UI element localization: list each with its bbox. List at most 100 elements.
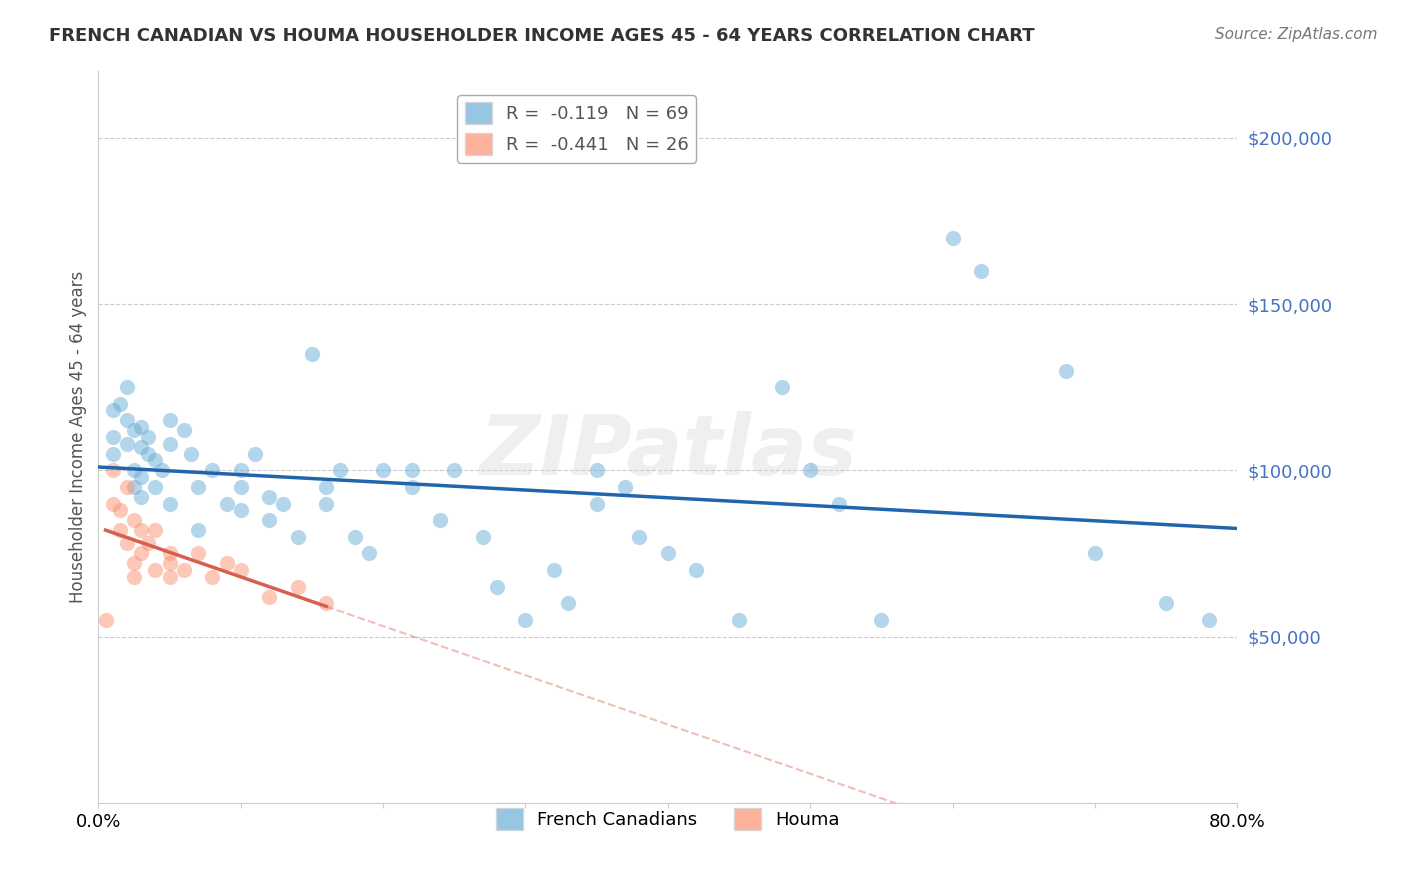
Point <box>515 613 537 627</box>
Point <box>187 546 209 560</box>
Point <box>129 546 152 560</box>
Point <box>129 440 152 454</box>
Point <box>259 513 281 527</box>
Point <box>159 557 181 571</box>
Point <box>122 463 145 477</box>
Point <box>259 490 281 504</box>
Point <box>129 420 152 434</box>
Point <box>108 523 131 537</box>
Text: ZIPatlas: ZIPatlas <box>479 411 856 492</box>
Point <box>215 557 238 571</box>
Point <box>343 530 366 544</box>
Point <box>187 480 209 494</box>
Point <box>329 463 352 477</box>
Point <box>108 397 131 411</box>
Point <box>401 480 423 494</box>
Point <box>115 536 138 550</box>
Point <box>287 530 309 544</box>
Point <box>129 470 152 484</box>
Point <box>770 380 793 394</box>
Point <box>101 463 124 477</box>
Point <box>115 380 138 394</box>
Point <box>101 403 124 417</box>
Point <box>229 463 252 477</box>
Legend: French Canadians, Houma: French Canadians, Houma <box>489 801 846 838</box>
Point <box>159 413 181 427</box>
Point <box>728 613 751 627</box>
Point <box>429 513 451 527</box>
Point <box>159 546 181 560</box>
Point <box>159 436 181 450</box>
Point <box>657 546 679 560</box>
Point <box>101 497 124 511</box>
Point <box>173 563 195 577</box>
Point <box>486 580 509 594</box>
Point <box>685 563 707 577</box>
Point <box>243 447 266 461</box>
Point <box>115 436 138 450</box>
Point <box>108 503 131 517</box>
Point <box>1056 363 1078 377</box>
Point <box>152 463 174 477</box>
Point <box>799 463 821 477</box>
Text: Source: ZipAtlas.com: Source: ZipAtlas.com <box>1215 27 1378 42</box>
Point <box>870 613 893 627</box>
Point <box>159 497 181 511</box>
Point <box>1084 546 1107 560</box>
Point <box>970 264 993 278</box>
Point <box>543 563 565 577</box>
Point <box>145 523 167 537</box>
Point <box>115 413 138 427</box>
Point <box>173 424 195 438</box>
Point <box>828 497 851 511</box>
Point <box>115 480 138 494</box>
Point <box>215 497 238 511</box>
Point <box>443 463 465 477</box>
Point <box>145 480 167 494</box>
Point <box>401 463 423 477</box>
Point <box>145 563 167 577</box>
Point <box>180 447 202 461</box>
Point <box>315 596 337 610</box>
Point <box>122 480 145 494</box>
Point <box>101 447 124 461</box>
Point <box>471 530 494 544</box>
Point <box>614 480 637 494</box>
Point <box>201 570 224 584</box>
Point <box>122 424 145 438</box>
Point <box>136 430 159 444</box>
Point <box>373 463 395 477</box>
Point <box>357 546 380 560</box>
Point <box>129 523 152 537</box>
Point <box>201 463 224 477</box>
Point <box>229 503 252 517</box>
Point <box>122 557 145 571</box>
Y-axis label: Householder Income Ages 45 - 64 years: Householder Income Ages 45 - 64 years <box>69 271 87 603</box>
Point <box>301 347 323 361</box>
Point <box>287 580 309 594</box>
Point <box>585 497 607 511</box>
Point <box>94 613 117 627</box>
Point <box>187 523 209 537</box>
Point <box>1198 613 1220 627</box>
Point <box>942 230 965 244</box>
Point <box>229 563 252 577</box>
Point <box>136 536 159 550</box>
Point <box>229 480 252 494</box>
Point <box>315 480 337 494</box>
Point <box>129 490 152 504</box>
Point <box>136 447 159 461</box>
Point <box>101 430 124 444</box>
Point <box>315 497 337 511</box>
Point <box>145 453 167 467</box>
Point <box>628 530 651 544</box>
Point <box>557 596 579 610</box>
Point <box>273 497 295 511</box>
Text: FRENCH CANADIAN VS HOUMA HOUSEHOLDER INCOME AGES 45 - 64 YEARS CORRELATION CHART: FRENCH CANADIAN VS HOUMA HOUSEHOLDER INC… <box>49 27 1035 45</box>
Point <box>122 513 145 527</box>
Point <box>259 590 281 604</box>
Point <box>122 570 145 584</box>
Point <box>585 463 607 477</box>
Point <box>1154 596 1177 610</box>
Point <box>159 570 181 584</box>
